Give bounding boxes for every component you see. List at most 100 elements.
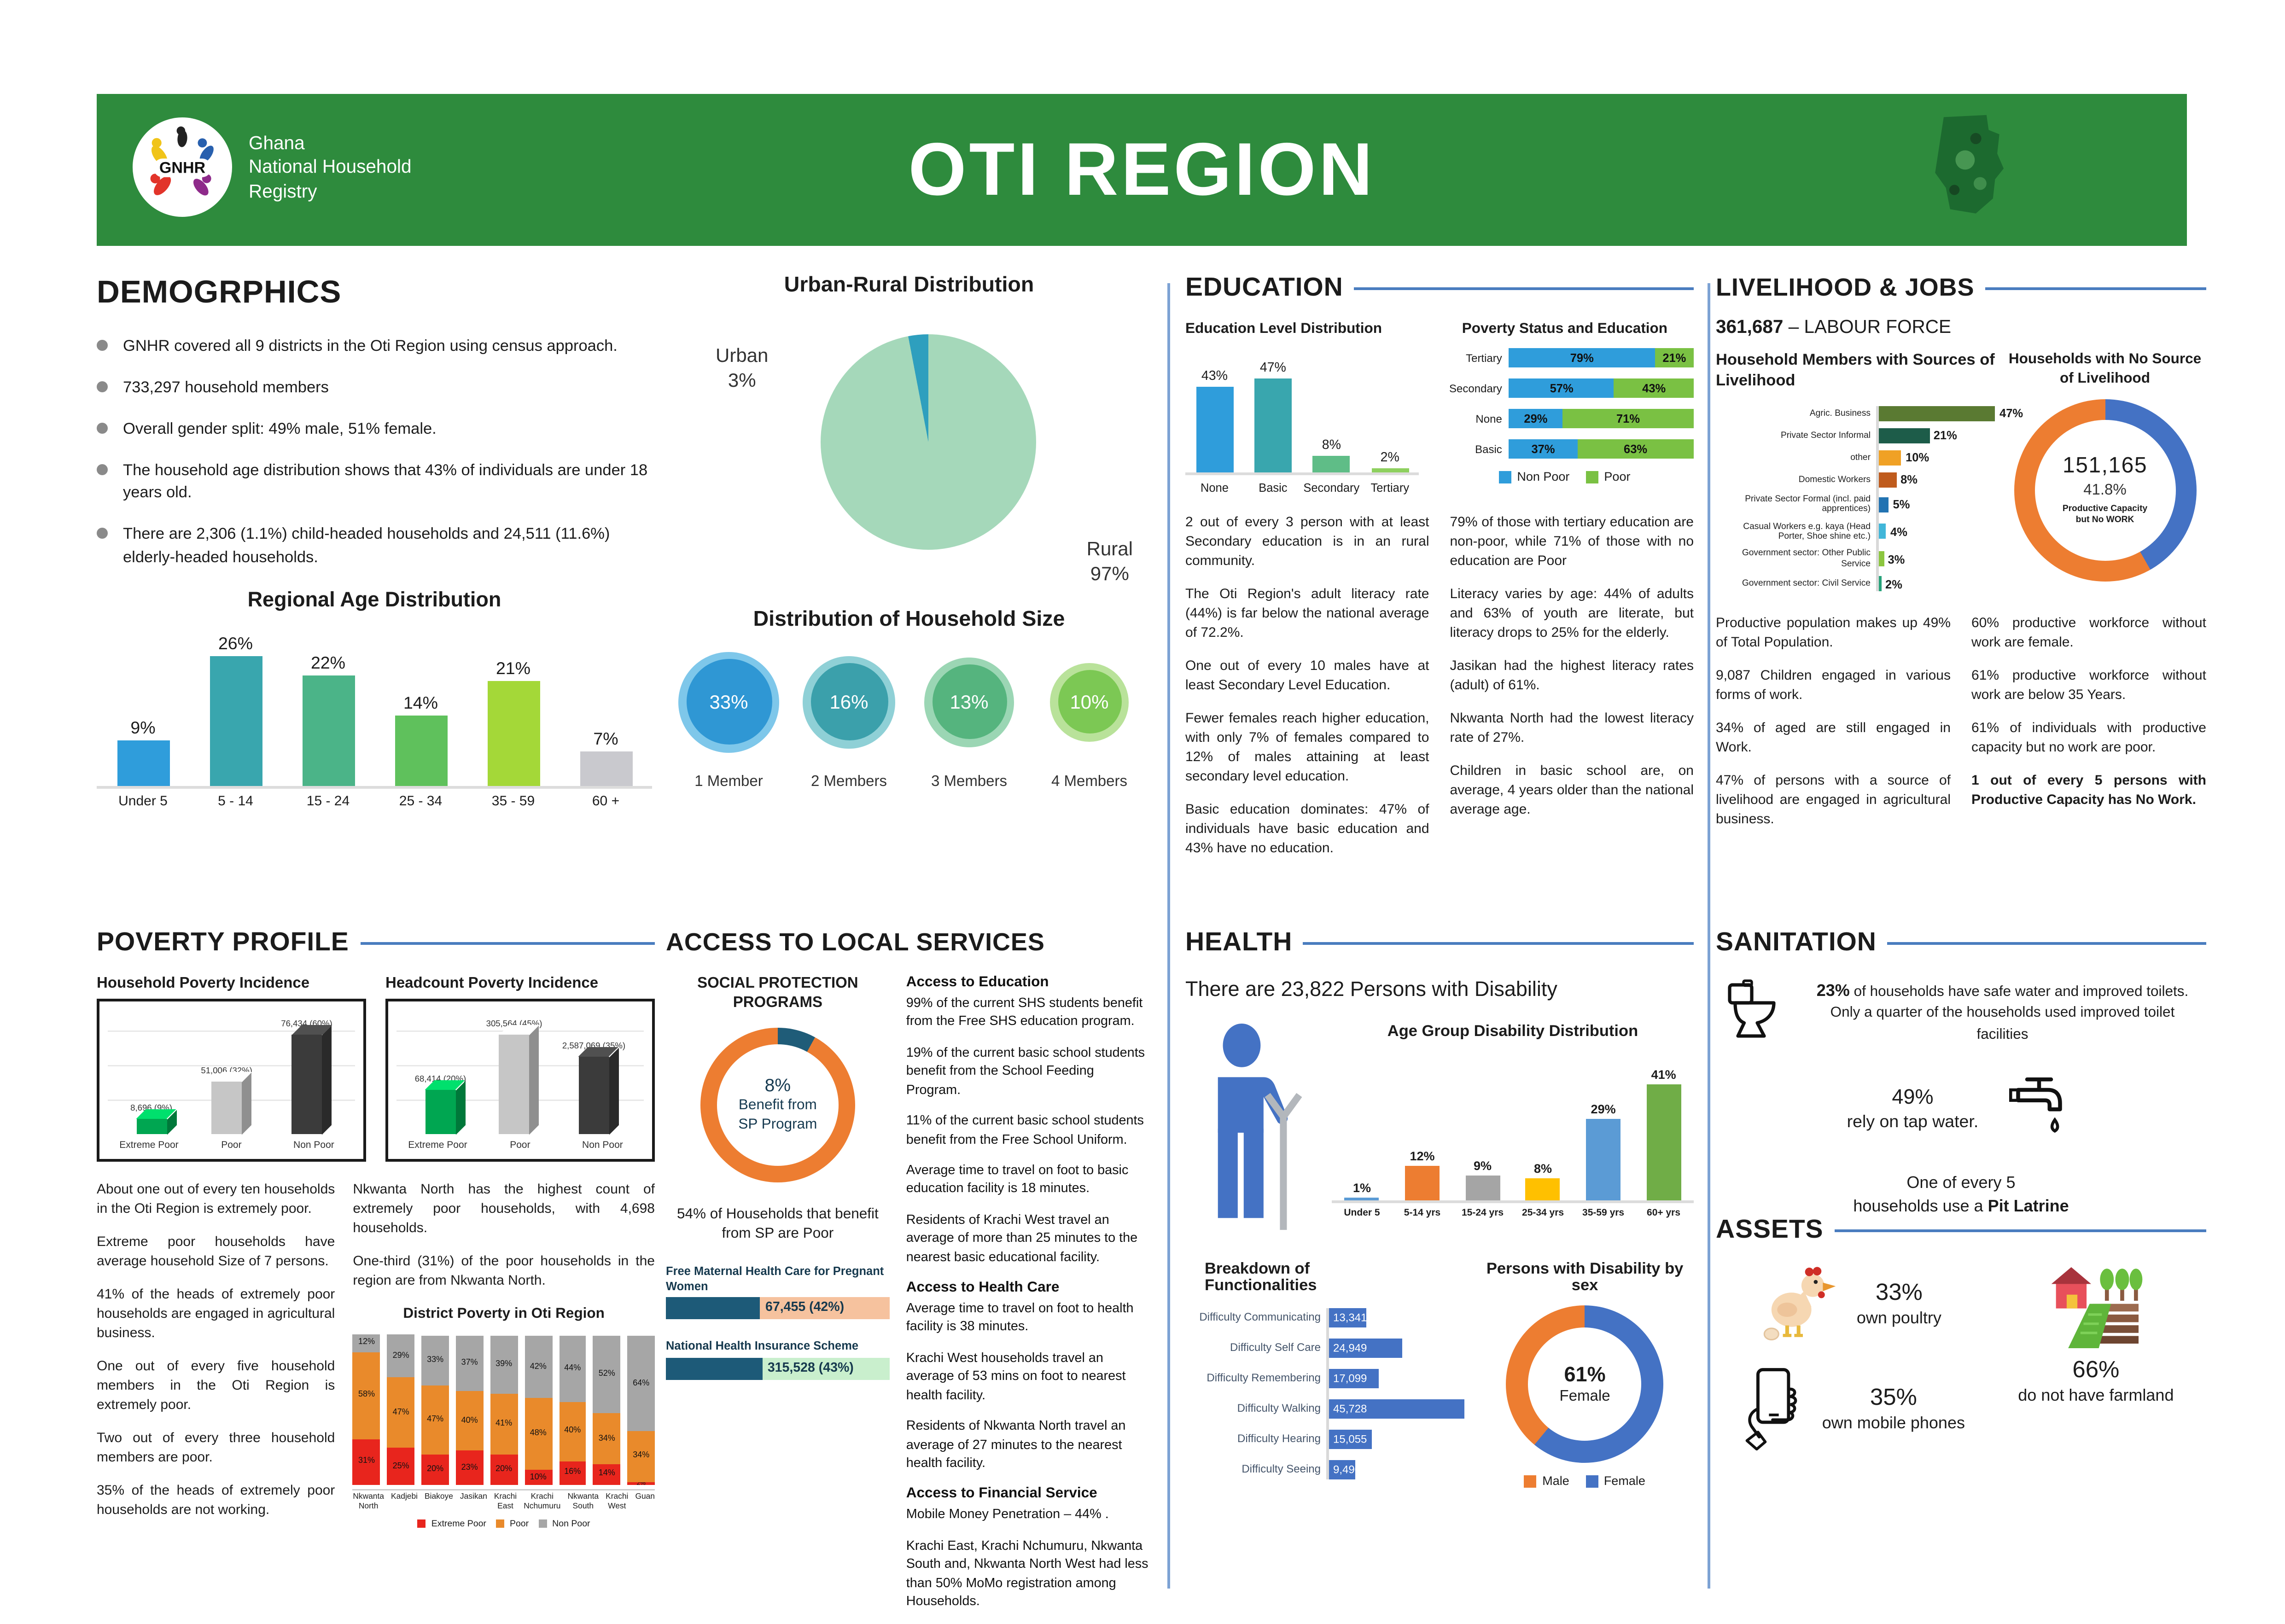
bar-slot: 2,587,069 (35%)	[562, 1042, 625, 1134]
mobile-phone-icon	[1745, 1368, 1797, 1450]
bar-category: Poor	[510, 1141, 530, 1151]
household-incidence-block: Household Poverty Incidence 8,696 (9%) 51…	[97, 975, 366, 1162]
pie	[821, 334, 1036, 550]
legend-label: Male	[1542, 1474, 1569, 1488]
bar-row: Government sector: Civil Service 2%	[1716, 576, 1995, 592]
assets-title: ASSETS	[1716, 1216, 2206, 1246]
stack-segment: 42%	[524, 1336, 552, 1399]
bar-value: 29%	[1591, 1102, 1616, 1116]
demographics-title-text: DEMOGRPHICS	[97, 274, 342, 309]
bubble-box: 16%	[803, 649, 895, 754]
bar-label: Agric. Business	[1809, 408, 1871, 419]
bar-label: Difficulty Seeing	[1242, 1463, 1321, 1476]
bar	[1876, 428, 1929, 443]
bar-category: Kadjebi	[391, 1493, 418, 1502]
paragraph: 2 out of every 3 person with at least Se…	[1185, 515, 1429, 569]
bar-slot: 8%	[1513, 1162, 1573, 1200]
legend-label: Female	[1603, 1474, 1645, 1488]
bar-value: 22%	[310, 652, 346, 672]
bar-category: Non Poor	[293, 1141, 334, 1151]
donut-center-text: 8%	[764, 1074, 791, 1095]
stack-column: 37% 40% 23%	[455, 1336, 484, 1485]
bar	[117, 739, 169, 786]
bar-track: 10%	[1876, 450, 1995, 466]
education-title: EDUCATION	[1185, 274, 1694, 304]
education-level-block: Education Level Distribution 43% 47% 8% 2% N…	[1185, 320, 1419, 495]
bar-slot: 9%	[97, 718, 189, 786]
access-health-items: Average time to travel on foot to health…	[906, 1300, 1152, 1473]
paragraph: 9,087 Children engaged in various forms …	[1716, 669, 1951, 704]
bullet-item: The household age distribution shows tha…	[97, 460, 652, 505]
poverty-text-col2: Nkwanta North has the highest count of e…	[353, 1181, 655, 1535]
stack-column: 52% 34% 14%	[593, 1336, 621, 1485]
bar	[211, 1072, 252, 1134]
stack-segment: 43%	[1614, 378, 1694, 398]
bar-category: Jasikan	[460, 1493, 487, 1502]
age-disability-title: Age Group Disability Distribution	[1387, 1024, 1638, 1040]
poverty-education-block: Poverty Status and Education Tertiary 79%…	[1436, 320, 1694, 495]
section-education: EDUCATION Education Level Distribution 4…	[1185, 274, 1694, 873]
title-rule	[1887, 942, 2206, 945]
stack-segment: 21%	[1655, 348, 1694, 367]
livelihood-title: LIVELIHOOD & JOBS	[1716, 274, 2206, 303]
legend-swatch	[1586, 470, 1599, 483]
svg-text:GNHR: GNHR	[159, 159, 205, 176]
no-work-block: Households with No Source of Livelihood …	[2004, 351, 2206, 598]
paragraph: One out of every five household members …	[97, 1359, 335, 1413]
section-services: ACCESS TO LOCAL SERVICES SOCIAL PROTECTI…	[666, 928, 1152, 1624]
legend-label: Non Poor	[552, 1519, 590, 1529]
legend: Extreme Poor Poor Non Poor	[353, 1519, 655, 1529]
bar-value: 7%	[593, 728, 618, 748]
bubble-box: 13%	[924, 649, 1014, 754]
bar-slot: 7%	[560, 729, 652, 786]
legend-label: Extreme Poor	[431, 1519, 486, 1529]
district-poverty-chart: 12% 58% 31% 29% 47% 25% 33% 47% 20% 37% 40% 23% 39% 4…	[353, 1333, 655, 1529]
stack-segment: 47%	[387, 1377, 415, 1448]
stack-segment: 23%	[455, 1450, 484, 1485]
poverty-text-col1: About one out of every ten households in…	[97, 1181, 335, 1535]
phones-label: own mobile phones	[1822, 1412, 1965, 1432]
bar-category: 15 - 24	[306, 793, 350, 809]
paragraph: Basic education dominates: 47% of indivi…	[1185, 803, 1429, 856]
bar-category: Basic	[1475, 442, 1502, 455]
paragraph: About one out of every ten households in…	[97, 1182, 335, 1217]
legend-swatch	[1586, 1474, 1598, 1487]
bar-value: 17,099	[1333, 1372, 1367, 1385]
bar	[425, 1080, 466, 1134]
bar-3d-side	[455, 1080, 466, 1134]
bar-value: 5%	[1893, 497, 1910, 512]
bar-category: Biakoye	[425, 1493, 453, 1502]
bar-row: Private Sector Informal 21%	[1716, 428, 1995, 443]
bar-value: 9%	[130, 717, 156, 737]
paragraph: Jasikan had the highest literacy rates (…	[1450, 659, 1694, 693]
bar	[1646, 1084, 1681, 1200]
bar-category: 60 +	[592, 793, 620, 809]
age-disability-chart: 1% 12% 9% 8% 29% 41% Under 5 5-14 yrs 15-24 yrs 2…	[1332, 1051, 1694, 1218]
bar-row: Difficulty Communicating 13,341	[1185, 1308, 1465, 1327]
sources-chart-title: Household Members with Sources of Liveli…	[1716, 352, 1995, 390]
bar-category: Guan	[635, 1493, 655, 1502]
bubble-label: 1 Member	[694, 774, 763, 790]
bars-row: 1% 12% 9% 8% 29% 41%	[1332, 1051, 1694, 1203]
assets-left-col: 33% own poultry 35% own mobile phones	[1716, 1263, 1986, 1450]
bullet-item: Overall gender split: 49% male, 51% fema…	[97, 419, 652, 441]
bar-row: Agric. Business 47%	[1716, 406, 2023, 421]
donut-center-text: Productive Capacity but No WORK	[2062, 504, 2148, 525]
bar-value: 12%	[1410, 1149, 1435, 1163]
paragraph: 1 out of every 5 persons with Productive…	[1971, 774, 2206, 809]
bar-value: 2%	[1885, 576, 1902, 591]
bar-category: 35 - 59	[491, 793, 535, 809]
bar-row: Government sector: Other Public Service 3…	[1716, 549, 1995, 569]
bar-row: Difficulty Seeing 9,490	[1185, 1460, 1465, 1479]
bar-value: 45,728	[1333, 1403, 1367, 1415]
org-name: Ghana National Household Registry	[249, 131, 412, 204]
title-rule	[1834, 1229, 2206, 1232]
bar-category: 25-34 yrs	[1522, 1209, 1564, 1218]
urban-rural-title: Urban-Rural Distribution	[784, 274, 1034, 297]
bar	[1371, 468, 1409, 472]
org-line: National Household	[249, 156, 412, 177]
bar-slot: 21%	[467, 658, 560, 786]
bar-value: 8%	[1322, 438, 1341, 453]
bar-slot: 14%	[374, 693, 467, 786]
